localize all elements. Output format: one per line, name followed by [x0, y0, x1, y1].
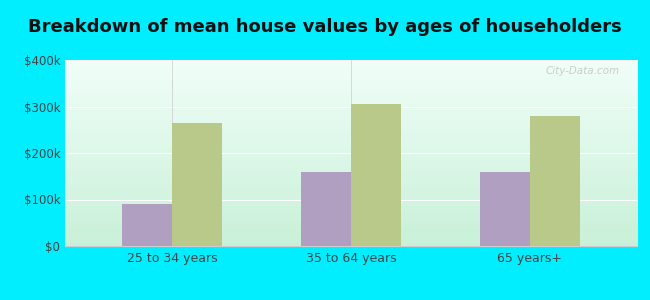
Bar	[480, 172, 530, 246]
Bar	[530, 116, 580, 246]
Bar	[301, 172, 351, 246]
Bar	[351, 104, 401, 246]
Bar	[122, 204, 172, 246]
Legend: Peshtigo, Wisconsin: Peshtigo, Wisconsin	[231, 297, 471, 300]
Bar	[172, 123, 222, 246]
Text: Breakdown of mean house values by ages of householders: Breakdown of mean house values by ages o…	[28, 18, 622, 36]
Text: City-Data.com: City-Data.com	[546, 66, 620, 76]
